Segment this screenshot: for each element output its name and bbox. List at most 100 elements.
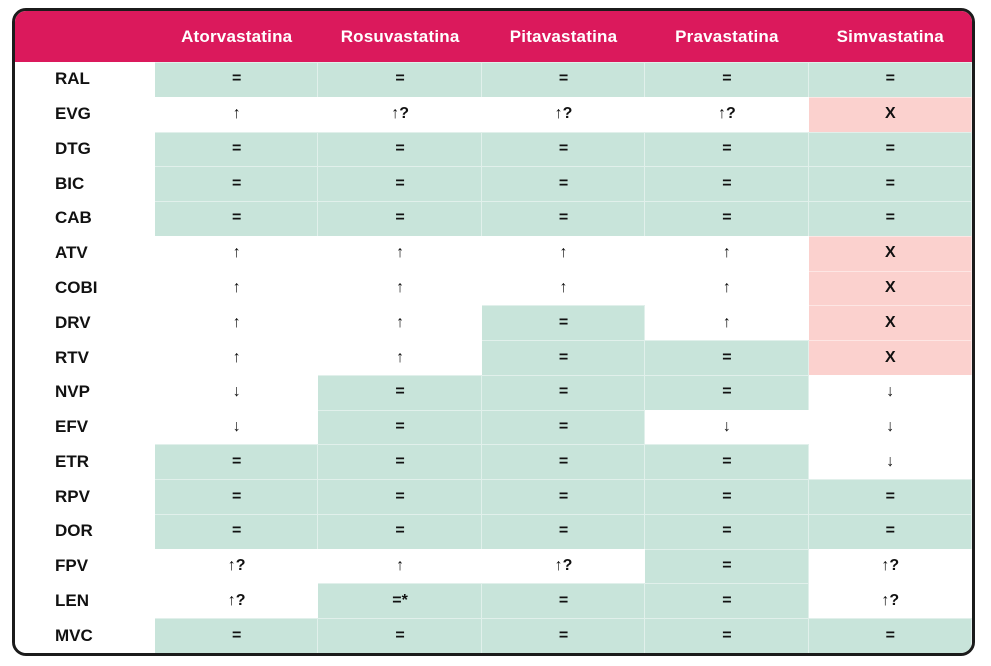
interaction-cell: ↓ (155, 409, 319, 445)
row-label: FPV (15, 548, 155, 584)
interaction-cell: = (481, 618, 646, 653)
interaction-cell: = (155, 62, 319, 97)
interaction-cell: X (808, 270, 972, 306)
row-label: RAL (15, 62, 155, 97)
interaction-cell: = (481, 131, 646, 167)
interaction-table: Atorvastatina Rosuvastatina Pitavastatina P… (12, 8, 975, 656)
interaction-cell: = (481, 374, 646, 410)
table-row: DOR = = = = = (15, 513, 972, 549)
interaction-cell: ↑ (645, 305, 809, 341)
interaction-cell: = (808, 131, 972, 167)
table-row: DRV ↑ ↑ = ↑ X (15, 305, 972, 341)
row-label: BIC (15, 166, 155, 202)
interaction-cell: = (645, 444, 809, 480)
interaction-cell: = (155, 166, 319, 202)
table-row: ATV ↑ ↑ ↑ ↑ X (15, 235, 972, 271)
interaction-cell: = (318, 479, 482, 514)
column-header: Pravastatina (675, 26, 779, 46)
table-row: CAB = = = = = (15, 201, 972, 236)
row-label: EFV (15, 409, 155, 445)
interaction-cell: ↑? (318, 96, 482, 132)
table-row: NVP ↓ = = = ↓ (15, 374, 972, 410)
interaction-cell: = (808, 62, 972, 97)
interaction-cell: ↑ (318, 340, 482, 375)
column-header: Rosuvastatina (340, 26, 460, 46)
interaction-cell: = (155, 479, 319, 514)
interaction-cell: = (645, 479, 809, 514)
interaction-cell: ↑ (645, 270, 809, 306)
column-header: Pitavastatina (509, 26, 618, 46)
interaction-cell: = (808, 513, 972, 549)
interaction-cell: = (808, 479, 972, 514)
table-row: FPV ↑? ↑ ↑? = ↑? (15, 548, 972, 584)
row-label: RPV (15, 479, 155, 514)
interaction-cell: X (808, 305, 972, 341)
table-row: ETR = = = = ↓ (15, 444, 972, 480)
interaction-cell: ↑ (645, 235, 809, 271)
interaction-cell: = (808, 166, 972, 202)
table-row: RPV = = = = = (15, 479, 972, 514)
interaction-cell: ↓ (155, 374, 319, 410)
interaction-cell: ↑ (155, 96, 319, 132)
interaction-cell: = (645, 131, 809, 167)
row-label: CAB (15, 201, 155, 236)
interaction-cell: = (645, 618, 809, 653)
interaction-cell: = (645, 513, 809, 549)
interaction-cell: = (645, 166, 809, 202)
interaction-cell: ↑? (481, 96, 646, 132)
interaction-cell: ↑ (318, 305, 482, 341)
interaction-cell: ↑? (155, 548, 319, 584)
row-label: LEN (15, 583, 155, 619)
row-label: DRV (15, 305, 155, 341)
interaction-cell: = (318, 62, 482, 97)
interaction-cell: = (481, 513, 646, 549)
table-row: BIC = = = = = (15, 166, 972, 202)
interaction-cell: ↑ (481, 270, 646, 306)
interaction-cell: = (645, 340, 809, 375)
interaction-cell: = (155, 201, 319, 236)
row-label: ATV (15, 235, 155, 271)
interaction-cell: = (645, 62, 809, 97)
interaction-cell: = (645, 374, 809, 410)
interaction-cell: X (808, 340, 972, 375)
interaction-cell: = (481, 305, 646, 341)
interaction-cell: ↑? (808, 548, 972, 584)
interaction-cell: ↑ (318, 548, 482, 584)
interaction-cell: ↑ (481, 235, 646, 271)
table-row: LEN ↑? =* = = ↑? (15, 583, 972, 619)
interaction-cell: = (318, 201, 482, 236)
table-row: EVG ↑ ↑? ↑? ↑? X (15, 96, 972, 132)
interaction-cell: = (155, 618, 319, 653)
interaction-cell: ↑ (155, 340, 319, 375)
interaction-cell: = (481, 201, 646, 236)
table-row: DTG = = = = = (15, 131, 972, 167)
table-body: RAL = = = = = EVG ↑ ↑? ↑? ↑? X DTG = = = = = BIC = = = = = CAB = =… (15, 62, 972, 653)
interaction-cell: ↑ (318, 235, 482, 271)
row-label: DTG (15, 131, 155, 167)
interaction-cell: ↑ (155, 305, 319, 341)
interaction-cell: = (318, 131, 482, 167)
interaction-cell: = (481, 409, 646, 445)
row-label: ETR (15, 444, 155, 480)
interaction-cell: ↓ (808, 374, 972, 410)
interaction-cell: ↑ (155, 235, 319, 271)
interaction-cell: = (808, 618, 972, 653)
interaction-cell: = (808, 201, 972, 236)
interaction-cell: ↑? (155, 583, 319, 619)
interaction-cell: = (318, 444, 482, 480)
interaction-cell: ↑ (318, 270, 482, 306)
row-label: NVP (15, 374, 155, 410)
interaction-cell: = (155, 131, 319, 167)
interaction-cell: = (481, 62, 646, 97)
interaction-cell: = (318, 618, 482, 653)
interaction-cell: ↓ (645, 409, 809, 445)
row-label: RTV (15, 340, 155, 375)
column-header: Simvastatina (836, 26, 944, 46)
interaction-cell: ↑? (645, 96, 809, 132)
interaction-cell: = (481, 583, 646, 619)
interaction-cell: = (318, 166, 482, 202)
interaction-cell: =* (318, 583, 482, 619)
interaction-cell: = (155, 444, 319, 480)
interaction-cell: X (808, 235, 972, 271)
interaction-cell: = (645, 583, 809, 619)
